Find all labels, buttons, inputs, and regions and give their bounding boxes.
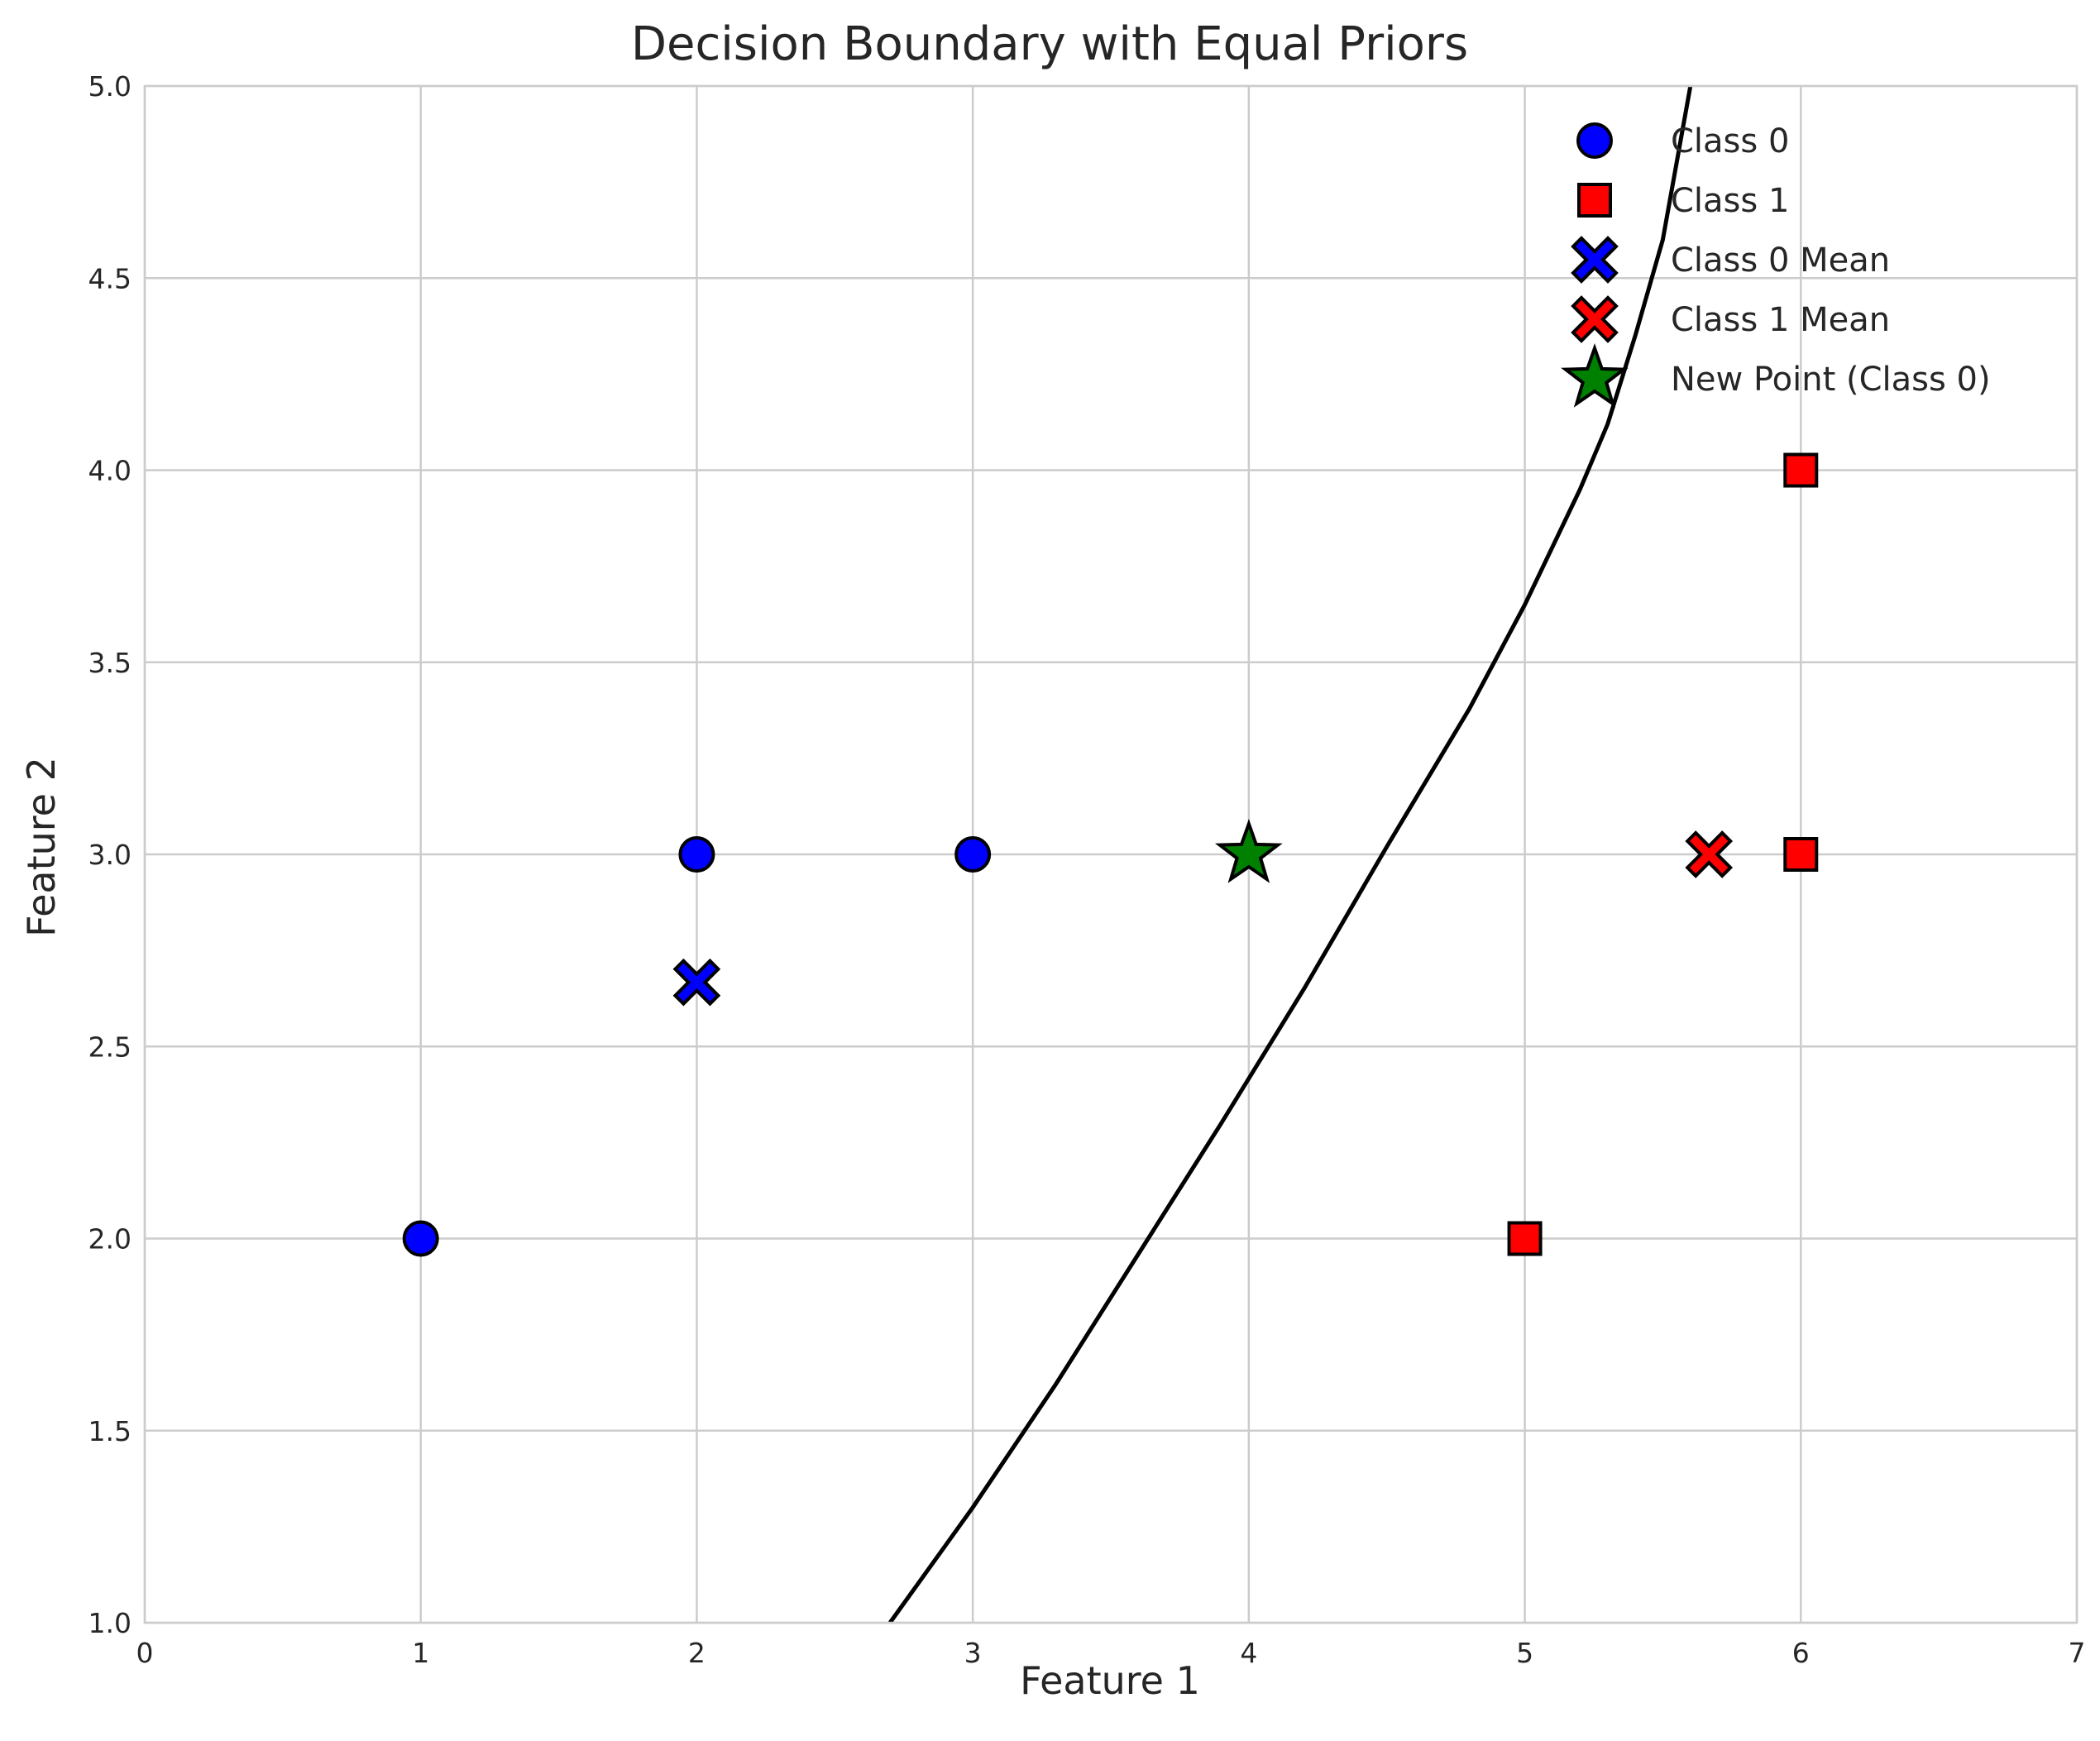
- new-point-class-0-point: [1214, 819, 1283, 883]
- class-1-mean-legend-marker: [1571, 295, 1619, 343]
- data-points: [402, 452, 1819, 1257]
- class-1-mean-point: [1685, 830, 1734, 878]
- x-tick-label: 1: [412, 1637, 429, 1669]
- class-0-mean-legend-marker: [1571, 236, 1619, 284]
- x-tick-label: 3: [964, 1637, 982, 1669]
- x-tick-label: 7: [2069, 1637, 2086, 1669]
- y-axis-ticks: 1.0 1.5 2.0 2.5 3.0 3.5 4.0 4.5 5.0: [88, 70, 132, 1639]
- class-0-mean-point: [672, 958, 721, 1007]
- x-tick-label: 4: [1240, 1637, 1257, 1669]
- class-1-point: [1783, 452, 1819, 488]
- class-1-legend-marker: [1577, 183, 1612, 218]
- plot-frame: [143, 84, 2078, 1624]
- x-axis-label: Feature 1: [1020, 1658, 1200, 1703]
- y-tick-label: 5.0: [88, 70, 132, 103]
- y-tick-label: 3.5: [88, 647, 132, 679]
- legend-label: Class 1: [1671, 182, 1789, 220]
- legend-label: New Point (Class 0): [1671, 361, 1991, 399]
- class-0-point: [678, 836, 715, 873]
- y-tick-label: 2.0: [88, 1223, 132, 1256]
- y-axis-label: Feature 2: [19, 757, 64, 937]
- y-tick-label: 3.0: [88, 839, 132, 871]
- y-tick-label: 1.0: [88, 1607, 132, 1639]
- legend-label: Class 0 Mean: [1671, 242, 1890, 280]
- class-1-point: [1507, 1221, 1543, 1256]
- x-tick-label: 5: [1516, 1637, 1533, 1669]
- x-axis-ticks: 0 1 2 3 4 5 6 7: [136, 1637, 2086, 1669]
- new-point-class-0-legend-marker: [1561, 342, 1629, 408]
- chart-title: Decision Boundary with Equal Priors: [631, 17, 1468, 71]
- class-0-point: [402, 1220, 439, 1257]
- legend-label: Class 1 Mean: [1671, 301, 1890, 339]
- y-tick-label: 4.0: [88, 455, 132, 487]
- x-tick-label: 2: [688, 1637, 706, 1669]
- y-tick-label: 4.5: [88, 262, 132, 294]
- legend: Class 0 Class 1 Class 0 Mean Class 1 Mean Ne…: [1561, 122, 1991, 408]
- x-tick-label: 6: [1792, 1637, 1810, 1669]
- class-0-legend-marker: [1576, 122, 1613, 159]
- y-tick-label: 2.5: [88, 1031, 132, 1063]
- decision-boundary-line: [887, 85, 1693, 1624]
- class-0-point: [954, 836, 992, 873]
- y-tick-label: 1.5: [88, 1415, 132, 1447]
- x-tick-label: 0: [136, 1637, 154, 1669]
- class-1-point: [1783, 837, 1819, 872]
- legend-label: Class 0: [1671, 122, 1789, 160]
